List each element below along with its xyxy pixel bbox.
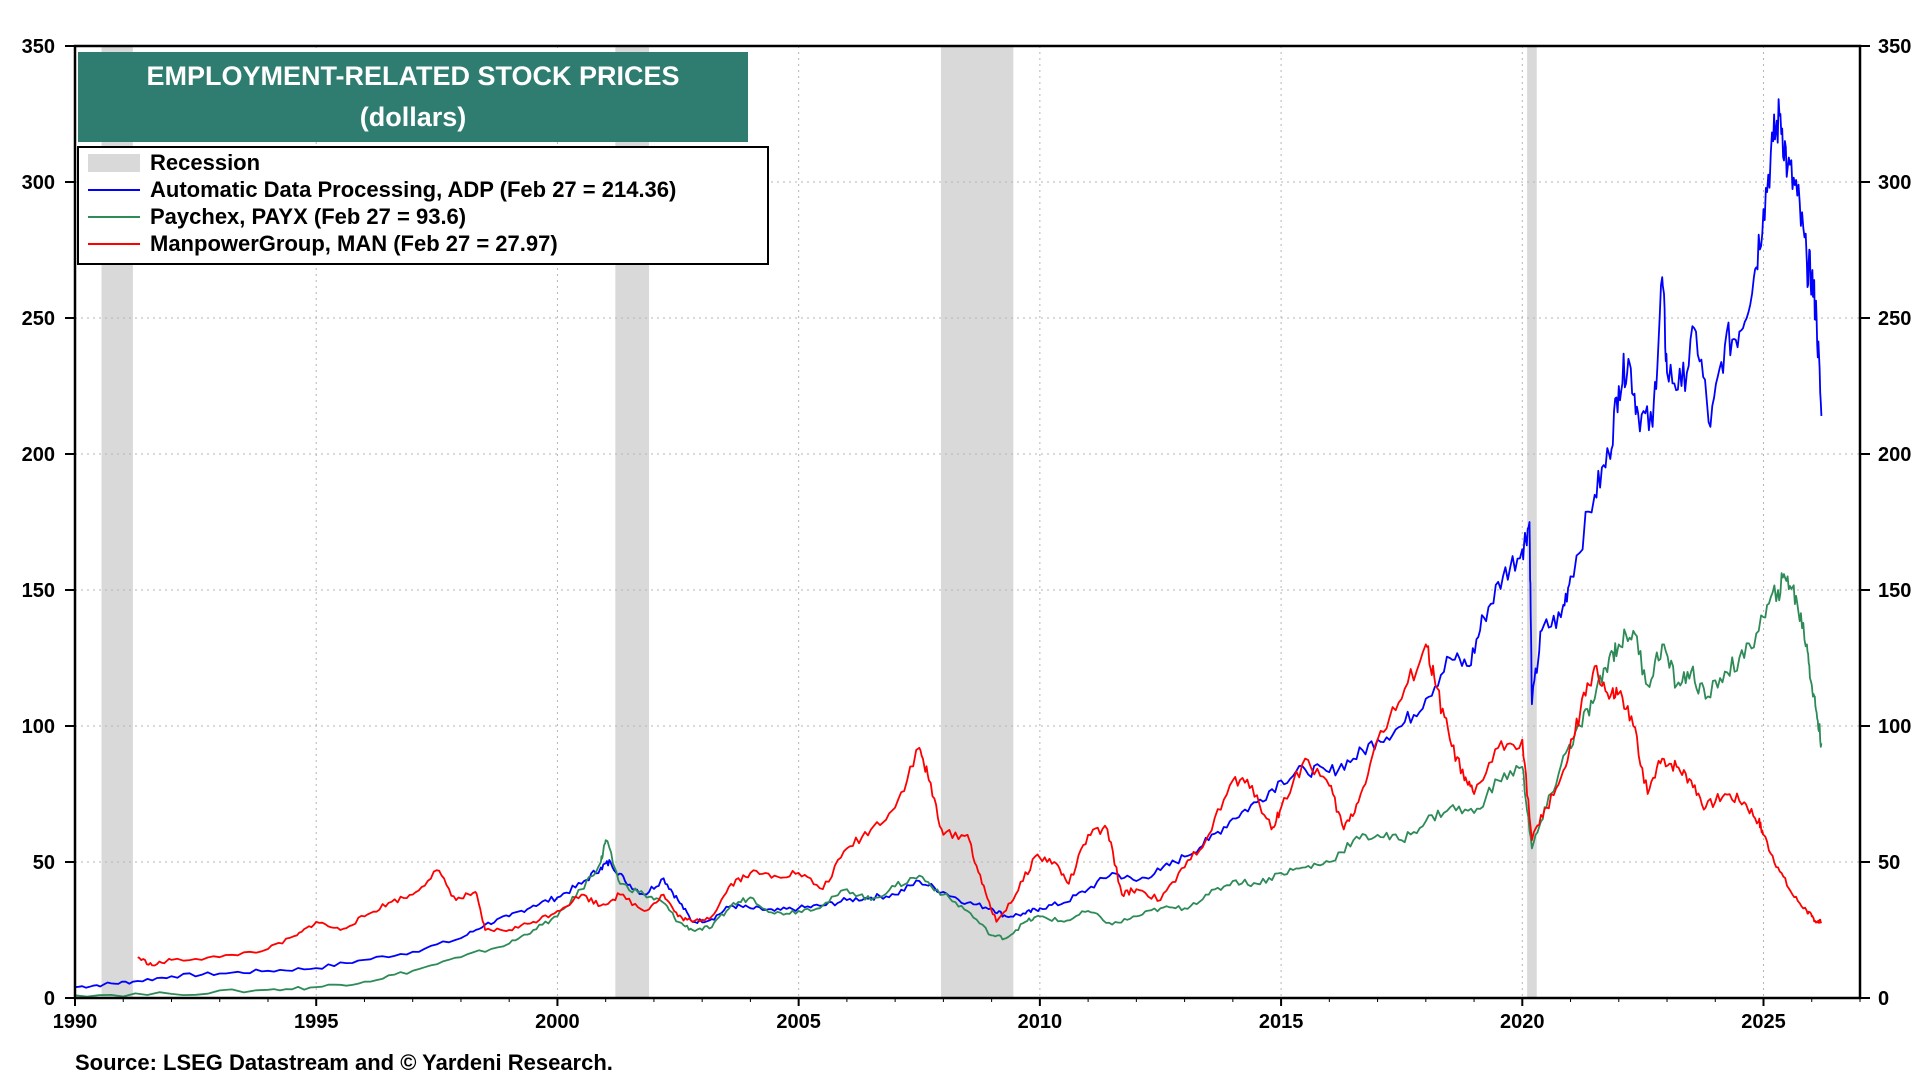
legend-label-payx: Paychex, PAYX (Feb 27 = 93.6) (150, 204, 466, 229)
legend-box (77, 146, 769, 265)
legend-label-recession: Recession (150, 150, 260, 175)
y-tick-label-left-250: 250 (22, 308, 55, 330)
series-line-1 (74, 572, 1823, 998)
x-tick-label-2005: 2005 (776, 1011, 821, 1033)
y-tick-label-left-200: 200 (22, 444, 55, 466)
y-tick-label-left-300: 300 (22, 172, 55, 194)
y-tick-label-left-100: 100 (22, 716, 55, 738)
x-tick-label-1995: 1995 (294, 1011, 339, 1033)
x-tick-label-2015: 2015 (1259, 1011, 1304, 1033)
y-axis-right: 0 50 100 150 200 250 300 350 (1860, 36, 1911, 1010)
chart-title: EMPLOYMENT-RELATED STOCK PRICES (146, 61, 679, 91)
y-tick-label-right-0: 0 (1878, 988, 1889, 1010)
title-box: EMPLOYMENT-RELATED STOCK PRICES (dollars… (78, 52, 748, 142)
y-tick-label-left-350: 350 (22, 36, 55, 58)
y-tick-label-right-150: 150 (1878, 580, 1911, 602)
x-tick-label-2020: 2020 (1500, 1011, 1545, 1033)
x-tick-label-2010: 2010 (1018, 1011, 1063, 1033)
chart-subtitle: (dollars) (360, 102, 467, 132)
x-axis: 1990 1995 2000 2005 2010 2015 2020 2025 (53, 998, 1861, 1033)
recession-band-3 (1527, 46, 1537, 998)
x-tick-label-2000: 2000 (535, 1011, 580, 1033)
y-tick-label-right-100: 100 (1878, 716, 1911, 738)
y-tick-label-left-50: 50 (33, 852, 55, 874)
plot-frame (73, 44, 1862, 1000)
source-note: Source: LSEG Datastream and © Yardeni Re… (75, 1050, 613, 1075)
legend-label-adp: Automatic Data Processing, ADP (Feb 27 =… (150, 177, 676, 202)
y-tick-label-right-300: 300 (1878, 172, 1911, 194)
y-tick-label-left-150: 150 (22, 580, 55, 602)
y-tick-label-right-350: 350 (1878, 36, 1911, 58)
y-tick-label-right-50: 50 (1878, 852, 1900, 874)
y-tick-label-left-0: 0 (44, 988, 55, 1010)
y-tick-label-right-250: 250 (1878, 308, 1911, 330)
y-tick-label-right-200: 200 (1878, 444, 1911, 466)
series-line-2 (137, 643, 1823, 967)
legend-swatch-recession (88, 154, 140, 172)
x-tick-label-2025: 2025 (1741, 1011, 1786, 1033)
gridlines (75, 46, 1860, 998)
y-axis-left: 0 50 100 150 200 250 300 350 (22, 36, 75, 1010)
legend: Recession Automatic Data Processing, ADP… (77, 146, 769, 265)
x-tick-label-1990: 1990 (53, 1011, 98, 1033)
legend-label-man: ManpowerGroup, MAN (Feb 27 = 27.97) (150, 231, 558, 256)
title-box-background (78, 52, 748, 142)
series-lines (74, 98, 1823, 998)
recession-band-2 (940, 46, 1014, 998)
